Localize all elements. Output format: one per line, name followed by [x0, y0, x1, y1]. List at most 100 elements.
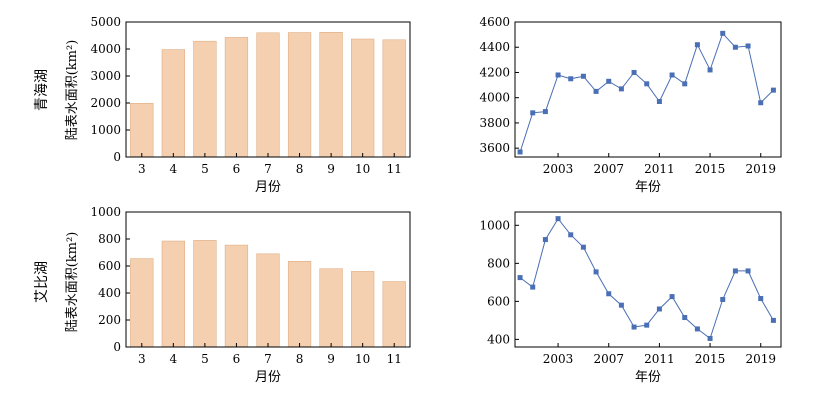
chart-3-point — [517, 275, 523, 281]
chart-2-x-tick-label: 8 — [296, 352, 304, 366]
chart-0-x-axis-title: 月份 — [255, 180, 281, 195]
chart-1-x-tick-label: 2015 — [695, 162, 726, 176]
chart-1-point — [656, 98, 662, 104]
chart-0-bar — [224, 37, 249, 158]
chart-3-point — [694, 326, 700, 332]
chart-1-point — [555, 72, 561, 78]
chart-0-y-tick-label: 2000 — [90, 96, 121, 110]
chart-2-y-axis-title: 陆表水面积(km²) — [64, 232, 80, 333]
chart-0-x-tick-label: 4 — [170, 162, 178, 176]
chart-3-point — [606, 291, 612, 297]
chart-2-y-tick-label: 800 — [98, 232, 121, 246]
chart-3-x-tick-label: 2019 — [745, 352, 776, 366]
chart-0-x-tick-label: 11 — [387, 162, 402, 176]
chart-3-y-tick-label: 1000 — [479, 218, 510, 232]
chart-3-point — [542, 237, 548, 243]
chart-0-y-tick-label: 3000 — [90, 69, 121, 83]
chart-1-point — [682, 81, 688, 87]
chart-3-point — [707, 335, 713, 341]
chart-2-y-tick-label: 200 — [98, 313, 121, 327]
chart-0-y-axis-title: 陆表水面积(km²) — [64, 40, 80, 141]
chart-2-bar — [319, 268, 343, 348]
chart-2-x-tick-label: 4 — [170, 352, 178, 366]
chart-3-point — [631, 324, 637, 330]
chart-0-x-tick-label: 10 — [355, 162, 370, 176]
chart-3-x-tick-label: 2015 — [695, 352, 726, 366]
chart-1-point — [694, 42, 700, 48]
chart-1-point — [669, 72, 675, 78]
chart-2-bar — [224, 244, 249, 348]
chart-1-point — [542, 109, 548, 115]
chart-3-x-axis-title: 年份 — [635, 370, 661, 385]
chart-1-x-tick-label: 2019 — [745, 162, 776, 176]
chart-3-series-line — [519, 217, 774, 340]
chart-3-point — [568, 232, 574, 238]
chart-1-point — [745, 43, 751, 49]
chart-1-point — [770, 87, 776, 93]
chart-1-point — [517, 149, 523, 155]
chart-0-bar — [161, 49, 185, 158]
chart-1-x-tick-label: 2007 — [593, 162, 624, 176]
chart-2-y-tick-label: 600 — [98, 259, 121, 273]
chart-3-point — [580, 244, 586, 250]
chart-3-point — [732, 268, 738, 274]
chart-1-point — [631, 69, 637, 75]
chart-1-point — [758, 100, 764, 106]
chart-2-x-tick-label: 7 — [264, 352, 272, 366]
chart-1-point — [606, 78, 612, 84]
chart-0-bar — [287, 32, 312, 158]
chart-1-x-axis-title: 年份 — [635, 180, 661, 195]
chart-3-point — [555, 216, 561, 222]
chart-0-y-tick-label: 1000 — [90, 123, 121, 137]
chart-2-y-tick-label: 0 — [113, 340, 121, 354]
chart-1-point — [720, 30, 726, 36]
chart-3-point — [618, 302, 624, 308]
chart-2-bar — [287, 261, 312, 348]
chart-1-point — [530, 110, 536, 116]
chart-2-x-tick-label: 9 — [327, 352, 335, 366]
chart-3-plot-frame — [514, 211, 782, 348]
chart-3-point — [720, 296, 726, 302]
chart-2-bar — [193, 240, 217, 348]
chart-1-series-line — [519, 32, 774, 153]
chart-1-point — [732, 44, 738, 50]
chart-1-point — [618, 86, 624, 92]
chart-2-x-axis-title: 月份 — [255, 370, 281, 385]
chart-0-y-tick-label: 5000 — [90, 15, 121, 29]
chart-0-bar — [256, 32, 280, 158]
chart-1-x-tick-label: 2003 — [543, 162, 574, 176]
chart-0-y-tick-label: 0 — [113, 150, 121, 164]
chart-1-point — [707, 67, 713, 73]
chart-2-y-tick-label: 400 — [98, 286, 121, 300]
chart-2-y-tick-label: 1000 — [90, 205, 121, 219]
chart-3-point — [644, 322, 650, 328]
chart-1-y-tick-label: 4200 — [479, 65, 510, 79]
chart-2-x-tick-label: 10 — [355, 352, 370, 366]
chart-0-y-tick-label: 4000 — [90, 42, 121, 56]
chart-0-x-tick-label: 3 — [138, 162, 146, 176]
chart-2-x-tick-label: 11 — [387, 352, 402, 366]
chart-3-point — [530, 284, 536, 290]
chart-3-point — [682, 315, 688, 321]
chart-1-y-tick-label: 4000 — [479, 91, 510, 105]
chart-1-point — [644, 81, 650, 87]
chart-1-y-tick-label: 3800 — [479, 116, 510, 130]
chart-3-point — [770, 317, 776, 323]
chart-1-point — [580, 73, 586, 79]
chart-3-y-tick-label: 400 — [487, 332, 510, 346]
chart-1-plot-frame — [514, 21, 782, 158]
chart-1-point — [593, 88, 599, 94]
chart-3-x-tick-label: 2007 — [593, 352, 624, 366]
chart-3-point — [669, 294, 675, 300]
chart-0-bar — [351, 38, 375, 158]
chart-2-x-tick-label: 5 — [201, 352, 209, 366]
chart-0-x-tick-label: 6 — [233, 162, 241, 176]
chart-3-point — [656, 306, 662, 312]
chart-1-x-tick-label: 2011 — [644, 162, 675, 176]
chart-3-y-tick-label: 800 — [487, 256, 510, 270]
chart-2-bar — [256, 253, 280, 348]
chart-0-bar — [382, 39, 406, 158]
chart-0-x-tick-label: 7 — [264, 162, 272, 176]
